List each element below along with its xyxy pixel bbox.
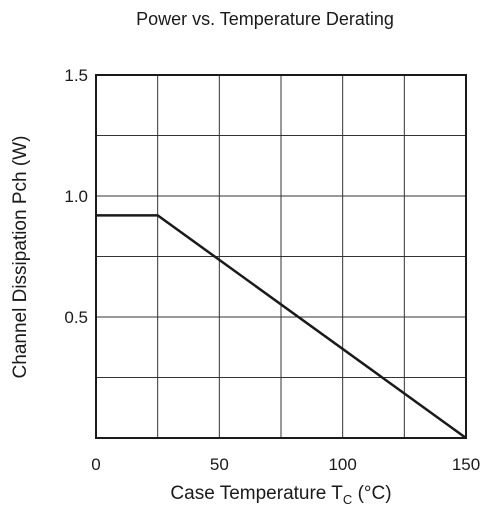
chart-title: Power vs. Temperature Derating [136,9,394,29]
x-axis-label-subscript: C [343,492,352,507]
y-tick-label: 1.5 [64,66,88,85]
x-axis-label-main: Case Temperature T [170,483,343,504]
grid-lines [96,75,466,438]
y-axis-label: Channel Dissipation Pch (W) [10,136,31,379]
y-tick-label: 1.0 [64,187,88,206]
x-tick-labels: 0 50 100 150 [91,455,480,474]
x-tick-label: 0 [91,455,100,474]
series-group [96,214,467,440]
x-axis-label: Case Temperature TC (°C) [170,483,391,507]
x-axis-label-unit: (°C) [352,483,391,504]
x-tick-label: 50 [210,455,229,474]
y-tick-labels: 0.5 1.0 1.5 [64,66,88,327]
plot-frame [95,74,467,439]
derating-line [96,214,467,440]
x-tick-label: 100 [328,455,356,474]
y-tick-label: 0.5 [64,308,88,327]
x-tick-label: 150 [452,455,480,474]
